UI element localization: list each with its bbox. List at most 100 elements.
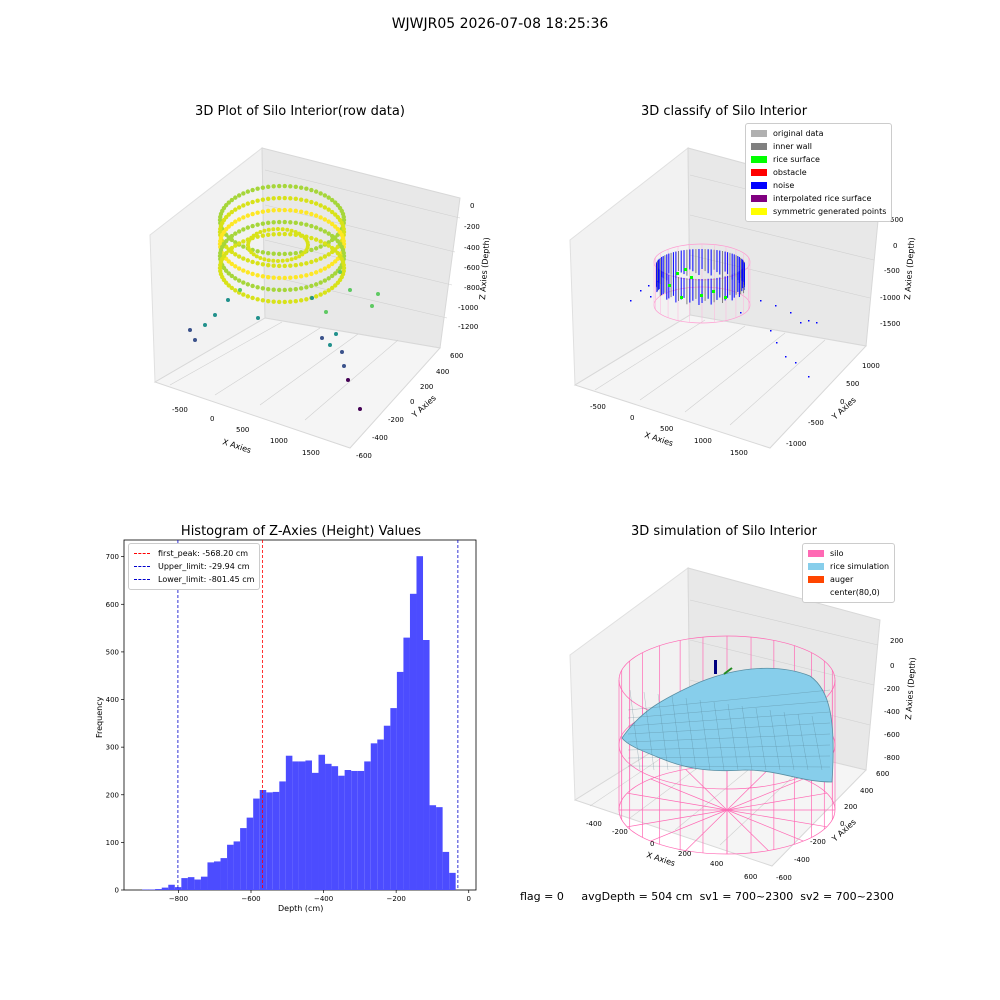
- raw-xtick: 0: [210, 415, 214, 423]
- data-point: [226, 200, 231, 205]
- data-point: [271, 263, 276, 268]
- raw-ytick: -200: [388, 416, 404, 424]
- class-point: [690, 276, 693, 279]
- legend-item: Upper_limit: -29.94 cm: [134, 560, 254, 573]
- legend-label: rice simulation: [830, 562, 890, 571]
- class-point: [776, 342, 778, 344]
- data-point: [340, 350, 344, 354]
- data-point: [266, 274, 271, 280]
- data-point: [304, 273, 309, 278]
- classify-ytick: 500: [846, 380, 859, 388]
- histogram-bar: [200, 876, 208, 890]
- raw-ztick: -800: [464, 284, 480, 292]
- data-point: [326, 243, 331, 248]
- classify-ztick: 500: [890, 216, 903, 224]
- data-point: [250, 283, 255, 289]
- data-point: [245, 294, 251, 299]
- histogram-xlabel: Depth (cm): [278, 904, 323, 913]
- classify-ztick: -1500: [880, 320, 900, 328]
- flag-value: flag = 0: [520, 890, 564, 903]
- silo-floor-spoke: [627, 809, 728, 828]
- data-point: [255, 249, 260, 254]
- data-point: [304, 198, 309, 203]
- class-point: [775, 305, 777, 307]
- class-point: [713, 249, 715, 270]
- class-point: [664, 255, 666, 280]
- class-point: [724, 251, 726, 272]
- data-point: [304, 222, 309, 227]
- data-point: [329, 233, 335, 239]
- sim-ztick: -800: [884, 754, 900, 762]
- data-point: [298, 185, 304, 190]
- class-point: [710, 278, 712, 305]
- data-point: [341, 214, 346, 220]
- legend-label: silo: [830, 549, 844, 558]
- class-point: [662, 256, 664, 279]
- data-point: [255, 273, 260, 278]
- class-point: [692, 249, 694, 272]
- mesh-line: [685, 697, 697, 771]
- histogram-bar: [168, 884, 175, 890]
- data-point: [298, 298, 304, 303]
- raw-ztick: 0: [470, 202, 474, 210]
- mesh-line: [627, 711, 831, 727]
- classify-ytick: 1000: [862, 362, 880, 370]
- x-tick-label: 0: [467, 895, 471, 903]
- auger-marker: [714, 660, 717, 674]
- class-point: [695, 249, 697, 274]
- data-point: [250, 223, 255, 229]
- data-point: [293, 286, 298, 292]
- raw-data-points: [188, 183, 380, 411]
- data-point: [236, 266, 242, 271]
- sim-xtick: 200: [678, 850, 691, 858]
- data-point: [318, 244, 323, 249]
- data-point: [309, 187, 314, 193]
- data-point: [271, 232, 276, 237]
- class-point: [700, 294, 703, 297]
- classify-ytick: -1000: [786, 440, 806, 448]
- class-point: [741, 258, 743, 281]
- class-point: [770, 330, 772, 332]
- legend-swatch: [751, 156, 767, 163]
- data-point: [322, 241, 328, 246]
- data-point: [255, 261, 260, 266]
- histogram-bar: [220, 858, 228, 890]
- raw-xtick: 500: [236, 426, 249, 434]
- data-point: [288, 196, 293, 201]
- silo-floor-spoke: [650, 809, 728, 842]
- mesh-line: [627, 765, 831, 768]
- data-point: [326, 195, 331, 200]
- class-point: [656, 260, 658, 281]
- data-point: [333, 224, 338, 229]
- data-point: [282, 207, 287, 213]
- data-point: [258, 230, 263, 235]
- histogram-bars: [142, 556, 456, 890]
- data-point: [288, 251, 293, 256]
- classify-xtick: 500: [660, 425, 673, 433]
- data-point: [324, 310, 328, 314]
- x-tick-label: −200: [387, 895, 406, 903]
- sim-xtick: 600: [744, 873, 757, 881]
- data-point: [329, 261, 335, 267]
- legend-swatch: [808, 576, 824, 583]
- data-point: [341, 226, 346, 232]
- class-point: [675, 251, 677, 278]
- data-point: [271, 275, 276, 280]
- data-point: [288, 263, 293, 268]
- legend-label: noise: [773, 181, 795, 190]
- raw-xtick: 1000: [270, 437, 288, 445]
- class-point: [640, 290, 642, 292]
- class-point: [686, 249, 688, 276]
- data-point: [322, 254, 328, 259]
- data-point: [293, 220, 298, 226]
- data-point: [233, 252, 238, 257]
- data-point: [322, 290, 328, 295]
- class-point: [716, 250, 718, 273]
- class-point: [680, 250, 682, 273]
- data-point: [266, 298, 271, 304]
- simulation-plot-title: 3D simulation of Silo Interior: [631, 524, 817, 539]
- legend-item: silo: [808, 547, 889, 560]
- data-point: [260, 298, 266, 303]
- y-tick-label: 400: [106, 696, 119, 704]
- data-point: [309, 199, 314, 205]
